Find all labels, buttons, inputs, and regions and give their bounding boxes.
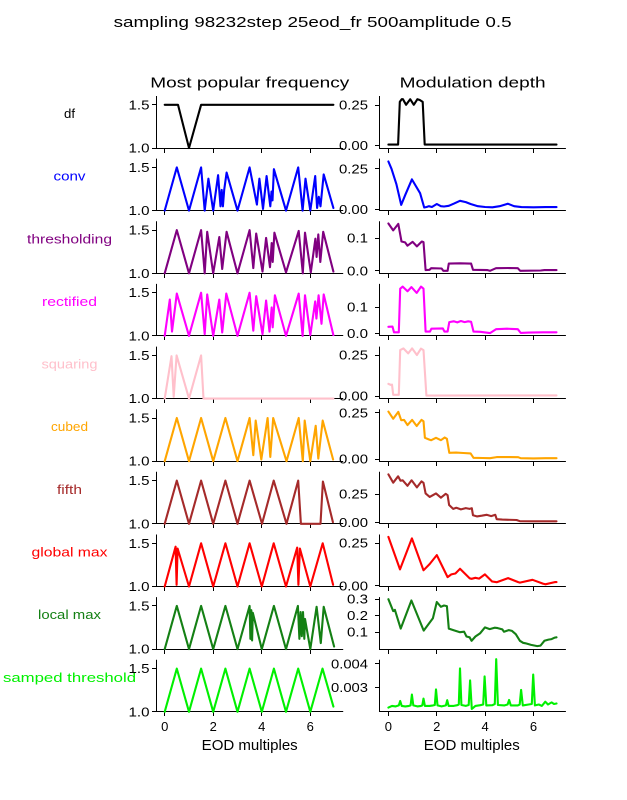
svg-text:2: 2 — [210, 719, 217, 734]
svg-text:1.5: 1.5 — [129, 160, 150, 175]
svg-text:1.0: 1.0 — [129, 328, 150, 343]
svg-text:6: 6 — [307, 719, 314, 734]
svg-text:0.2: 0.2 — [347, 608, 368, 623]
svg-text:0.25: 0.25 — [339, 348, 368, 363]
svg-text:conv: conv — [54, 169, 87, 184]
svg-text:0.0: 0.0 — [347, 326, 368, 341]
svg-text:0.1: 0.1 — [347, 231, 368, 246]
svg-text:2: 2 — [433, 719, 440, 734]
svg-text:0.1: 0.1 — [347, 625, 368, 640]
svg-text:1.0: 1.0 — [129, 141, 150, 156]
svg-text:0.00: 0.00 — [339, 578, 368, 593]
svg-text:rectified: rectified — [42, 294, 97, 309]
svg-text:0: 0 — [161, 719, 168, 734]
svg-text:0.00: 0.00 — [339, 202, 368, 217]
svg-text:fifth: fifth — [57, 482, 82, 497]
svg-text:1.0: 1.0 — [129, 642, 150, 657]
svg-text:4: 4 — [258, 719, 265, 734]
svg-text:1.0: 1.0 — [129, 516, 150, 531]
svg-text:0.3: 0.3 — [347, 592, 368, 607]
svg-text:1.0: 1.0 — [129, 203, 150, 218]
svg-text:0.003: 0.003 — [331, 680, 368, 695]
svg-text:EOD multiples: EOD multiples — [202, 738, 298, 754]
svg-text:1.5: 1.5 — [129, 285, 150, 300]
svg-text:0.004: 0.004 — [331, 656, 368, 671]
svg-text:1.0: 1.0 — [129, 266, 150, 281]
svg-text:0.25: 0.25 — [339, 536, 368, 551]
svg-text:1.5: 1.5 — [129, 473, 150, 488]
svg-text:0.00: 0.00 — [339, 389, 368, 404]
svg-text:4: 4 — [481, 719, 488, 734]
svg-text:squaring: squaring — [42, 357, 98, 372]
svg-text:EOD multiples: EOD multiples — [424, 738, 520, 754]
svg-text:1.5: 1.5 — [129, 223, 150, 238]
svg-text:cubed: cubed — [51, 419, 88, 434]
svg-text:Most popular frequency: Most popular frequency — [150, 76, 350, 92]
svg-text:1.0: 1.0 — [129, 391, 150, 406]
svg-text:0.00: 0.00 — [339, 515, 368, 530]
svg-text:1.0: 1.0 — [129, 454, 150, 469]
svg-text:local max: local max — [38, 607, 102, 622]
svg-text:6: 6 — [530, 719, 537, 734]
svg-text:sampling 98232step 25eod_fr 50: sampling 98232step 25eod_fr 500amplitude… — [114, 15, 512, 31]
svg-text:0.25: 0.25 — [339, 405, 368, 420]
svg-text:1.5: 1.5 — [129, 411, 150, 426]
svg-text:1.5: 1.5 — [129, 97, 150, 112]
svg-text:0.0: 0.0 — [347, 263, 368, 278]
svg-text:1.5: 1.5 — [129, 536, 150, 551]
svg-text:df: df — [64, 106, 75, 121]
svg-text:1.5: 1.5 — [129, 661, 150, 676]
svg-text:samped threshold: samped threshold — [3, 670, 136, 685]
svg-text:0.00: 0.00 — [339, 138, 368, 153]
svg-text:Modulation depth: Modulation depth — [400, 76, 546, 92]
svg-text:0.25: 0.25 — [339, 161, 368, 176]
svg-text:0.25: 0.25 — [339, 98, 368, 113]
svg-text:1.0: 1.0 — [129, 704, 150, 719]
svg-text:thresholding: thresholding — [27, 231, 112, 246]
svg-text:0: 0 — [385, 719, 392, 734]
svg-text:1.5: 1.5 — [129, 598, 150, 613]
svg-text:global max: global max — [32, 545, 109, 560]
svg-text:0.1: 0.1 — [347, 300, 368, 315]
svg-text:0.25: 0.25 — [339, 487, 368, 502]
svg-text:1.5: 1.5 — [129, 348, 150, 363]
svg-text:1.0: 1.0 — [129, 579, 150, 594]
svg-text:0.00: 0.00 — [339, 452, 368, 467]
